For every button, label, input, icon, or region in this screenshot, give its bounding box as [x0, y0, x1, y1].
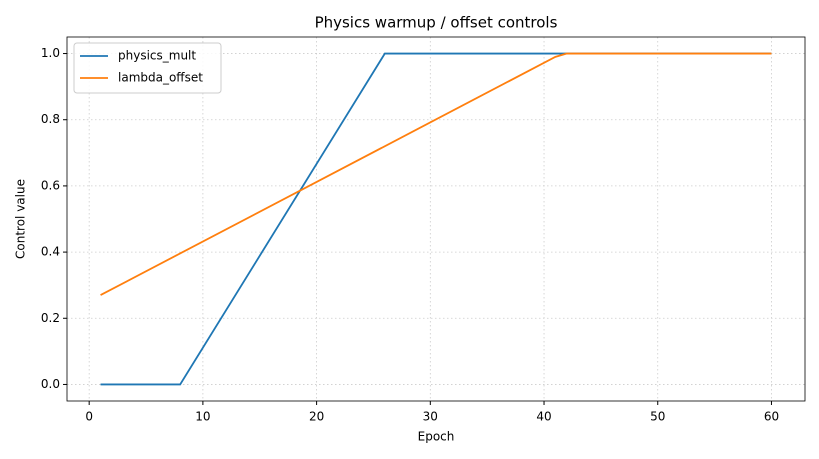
legend-label: lambda_offset — [118, 71, 203, 85]
x-tick-label: 60 — [764, 410, 779, 424]
y-tick-label: 0.0 — [41, 377, 60, 391]
y-axis-label: Control value — [14, 179, 28, 259]
y-tick-label: 0.6 — [41, 178, 60, 192]
x-tick-label: 20 — [309, 410, 324, 424]
x-tick-label: 50 — [650, 410, 665, 424]
x-tick-label: 0 — [85, 410, 93, 424]
plot-frame — [66, 36, 806, 402]
y-tick-label: 0.4 — [41, 245, 60, 259]
y-tick-label: 0.8 — [41, 112, 60, 126]
legend-label: physics_mult — [118, 49, 196, 63]
x-tick-label: 30 — [423, 410, 438, 424]
legend-box — [73, 42, 222, 94]
chart-title: Physics warmup / offset controls — [315, 14, 558, 32]
x-tick-label: 10 — [195, 410, 210, 424]
y-tick-label: 0.2 — [41, 311, 60, 325]
x-axis-label: Epoch — [418, 430, 455, 444]
y-tick-label: 1.0 — [41, 46, 60, 60]
data-line — [100, 52, 772, 296]
x-tick-label: 40 — [536, 410, 551, 424]
